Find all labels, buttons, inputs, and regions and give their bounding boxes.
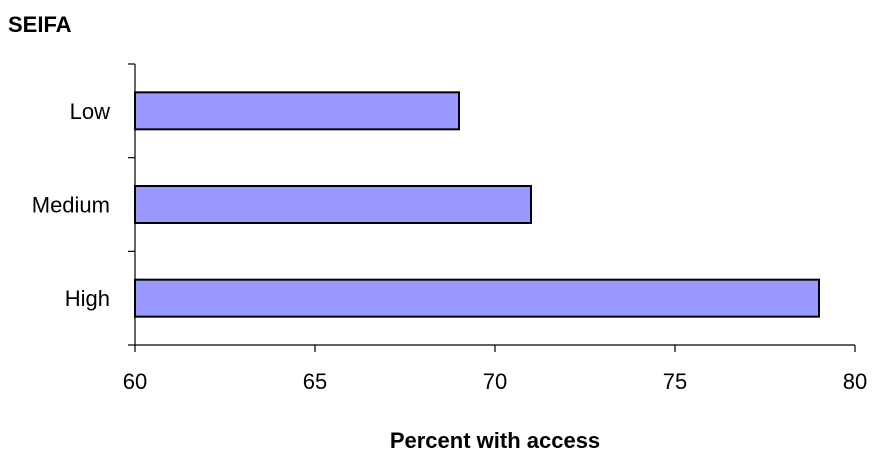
bar-low bbox=[134, 91, 460, 131]
category-label: High bbox=[65, 286, 110, 311]
x-tick-label: 75 bbox=[663, 369, 687, 394]
x-axis-label: Percent with access bbox=[390, 428, 600, 453]
category-label: Medium bbox=[32, 193, 110, 218]
x-tick-label: 70 bbox=[483, 369, 507, 394]
x-tick-label: 60 bbox=[123, 369, 147, 394]
chart-title: SEIFA bbox=[8, 12, 72, 37]
plot-area: 60 65 70 75 80 Low Medium High bbox=[32, 63, 867, 394]
category-label: Low bbox=[70, 99, 110, 124]
bar-high bbox=[134, 278, 820, 318]
bar-medium bbox=[134, 185, 532, 224]
x-tick-label: 80 bbox=[843, 369, 867, 394]
x-tick-label: 65 bbox=[303, 369, 327, 394]
